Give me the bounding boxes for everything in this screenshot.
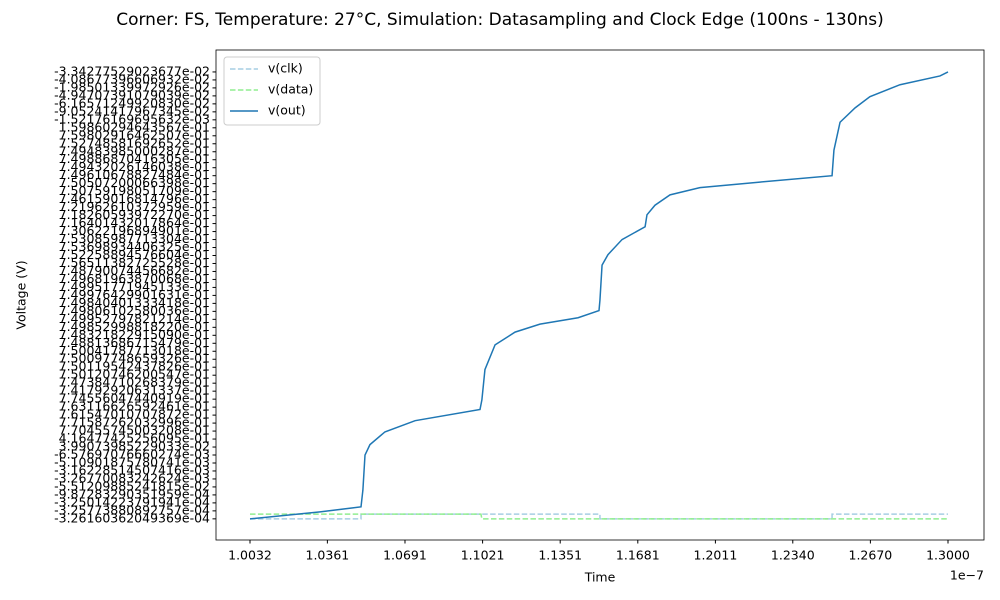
y-tick-label: 7.63116626592461e-01 <box>59 399 210 414</box>
y-tick-label: -3.34277529023677e-02 <box>54 63 210 78</box>
x-offset-label: 1e−7 <box>950 568 984 583</box>
x-tick-label: 1.3000 <box>926 548 970 563</box>
x-tick-label: 1.0691 <box>383 548 427 563</box>
x-tick-label: 1.0032 <box>228 548 272 563</box>
x-tick-label: 1.1351 <box>538 548 582 563</box>
y-tick-label: -5.51209885241815e-02 <box>54 478 210 493</box>
x-tick-label: 1.2340 <box>771 548 815 563</box>
y-tick-label: -9.05241417967345e-02 <box>54 103 210 118</box>
y-tick-label: 7.52748581692652e-01 <box>59 135 210 150</box>
y-tick-label: 7.46159016814796e-01 <box>59 191 210 206</box>
legend-label: v(clk) <box>268 61 303 76</box>
series-line <box>250 513 948 520</box>
y-tick-label: 7.53698934406325e-01 <box>59 239 210 254</box>
x-tick-label: 1.1021 <box>461 548 505 563</box>
y-tick-label: 7.30622196894901e-01 <box>59 223 210 238</box>
y-tick-label: 7.61547010707872e-01 <box>59 407 210 422</box>
y-tick-label: -3.26160362049369e-04 <box>54 510 210 525</box>
y-tick-label: -5.10901875780741e-03 <box>54 454 210 469</box>
x-axis-label: Time <box>584 570 616 585</box>
y-tick-label: -4.08677396606932e-02 <box>54 71 210 86</box>
y-tick-label: 7.56511382725528e-01 <box>59 255 210 270</box>
legend-label: v(out) <box>268 103 306 118</box>
y-tick-label: 7.59802916462507e-01 <box>59 127 210 142</box>
y-tick-label: -3.25773880892757e-04 <box>54 502 210 517</box>
y-tick-label: 7.52258894576604e-01 <box>59 247 210 262</box>
x-tick-label: 1.2011 <box>694 548 738 563</box>
legend-label: v(data) <box>268 82 313 97</box>
y-tick-label: 7.50119542437826e-01 <box>59 359 210 374</box>
y-tick-label: 4.16477425256095e-01 <box>59 431 210 446</box>
y-tick-label: -9.87283290351959e-04 <box>54 486 210 501</box>
y-tick-label: 7.50507200066398e-01 <box>59 175 210 190</box>
y-tick-label: 7.49483985000287e-01 <box>59 143 210 158</box>
x-tick-label: 1.0361 <box>306 548 350 563</box>
y-tick-label: 7.50120746200547e-01 <box>59 367 210 382</box>
y-tick-label: 7.53085987713304e-01 <box>59 231 210 246</box>
y-tick-label: -4.94707391079039e-02 <box>54 87 210 102</box>
y-tick-label: 1.59860294643567e-01 <box>59 119 210 134</box>
y-tick-label: 3.99073985229033e-02 <box>59 439 210 454</box>
chart-title: Corner: FS, Temperature: 27°C, Simulatio… <box>116 10 884 30</box>
plot-frame <box>215 49 985 541</box>
y-tick-label: 7.50041787713018e-01 <box>59 343 210 358</box>
y-tick-label: 7.18260593972270e-01 <box>59 207 210 222</box>
y-tick-label: 7.74556047440919e-01 <box>59 391 210 406</box>
y-tick-label: -3.26770083242624e-03 <box>54 470 210 485</box>
y-axis-label: Voltage (V) <box>14 260 29 329</box>
y-tick-label: 7.49432026146038e-01 <box>59 159 210 174</box>
legend-box <box>223 56 321 126</box>
y-tick-label: 7.48813686715479e-01 <box>59 335 210 350</box>
y-tick-label: 7.49681963870068e-01 <box>59 271 210 286</box>
y-tick-label: 7.71587262032996e-01 <box>59 415 210 430</box>
y-tick-label: 7.49852998818220e-01 <box>59 319 210 334</box>
series-line <box>250 513 948 520</box>
y-tick-label: 7.70455745003208e-01 <box>59 423 210 438</box>
y-tick-label: 7.16401432017864e-01 <box>59 215 210 230</box>
y-tick-label: 7.49951771945133e-01 <box>59 279 210 294</box>
y-tick-label: -6.57697076660274e-03 <box>54 447 210 462</box>
y-tick-label: 7.49840401333418e-01 <box>59 295 210 310</box>
y-tick-label: 7.50097748659326e-01 <box>59 351 210 366</box>
y-tick-label: 7.48790074456682e-01 <box>59 263 210 278</box>
x-tick-label: 1.2670 <box>849 548 893 563</box>
y-tick-label: 7.48321822915090e-01 <box>59 327 210 342</box>
y-tick-label: 7.47384710268379e-01 <box>59 375 210 390</box>
y-tick-label: -6.16571249920830e-02 <box>54 95 210 110</box>
y-tick-label: 7.49976429901631e-01 <box>59 287 210 302</box>
y-tick-label: 7.50759198051709e-01 <box>59 183 210 198</box>
y-tick-label: 7.49806102580036e-01 <box>59 303 210 318</box>
y-tick-label: 7.41792920631337e-01 <box>59 383 210 398</box>
y-tick-label: -1.98501339972926e-02 <box>54 79 210 94</box>
x-tick-label: 1.1681 <box>616 548 660 563</box>
y-tick-label: -3.25014223791941e-04 <box>54 494 210 509</box>
y-tick-label: 7.49886870416305e-01 <box>59 151 210 166</box>
series-line <box>249 71 949 520</box>
y-tick-label: 7.49610678827484e-01 <box>59 167 210 182</box>
y-tick-label: 7.21962610372959e-01 <box>59 199 210 214</box>
y-tick-label: -1.52176169695632e-03 <box>54 111 210 126</box>
y-tick-label: -3.16228514507416e-03 <box>54 462 210 477</box>
legend: v(clk) v(data) v(out) <box>223 56 321 126</box>
y-tick-label: 7.49952797821214e-01 <box>59 311 210 326</box>
